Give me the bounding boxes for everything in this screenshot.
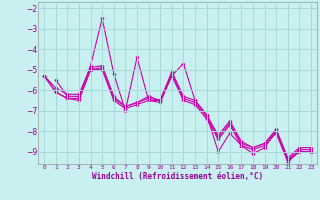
X-axis label: Windchill (Refroidissement éolien,°C): Windchill (Refroidissement éolien,°C) [92,172,263,181]
